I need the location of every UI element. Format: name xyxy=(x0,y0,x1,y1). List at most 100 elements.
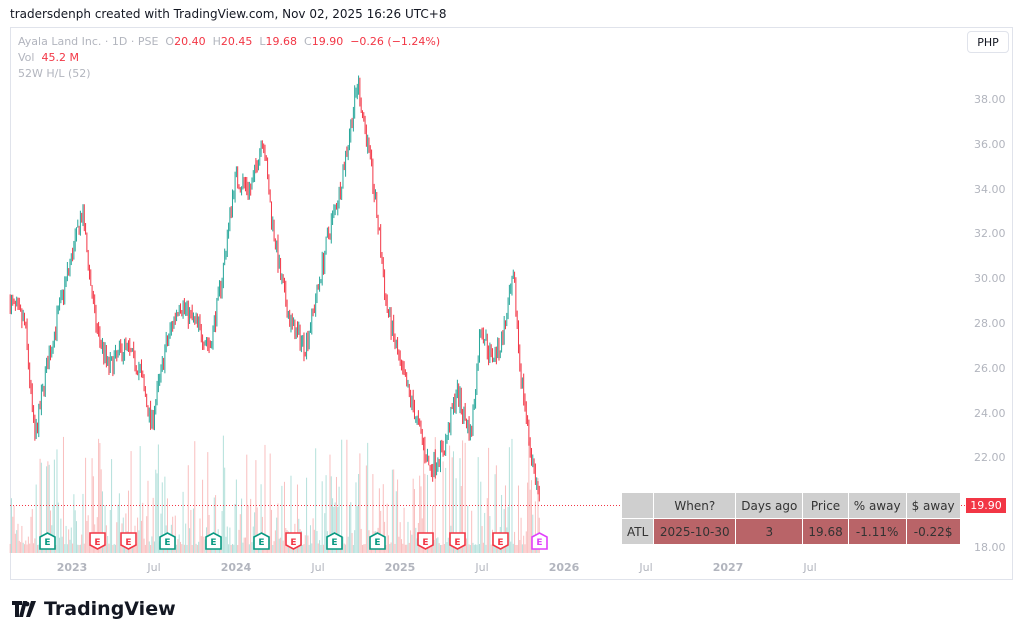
volume-bar xyxy=(488,447,490,553)
volume-bar xyxy=(434,437,436,553)
volume-bar xyxy=(324,513,326,553)
x-tick-label: Jul xyxy=(803,561,817,574)
volume-bar xyxy=(114,544,116,553)
volume-bar xyxy=(235,479,237,553)
volume-bar xyxy=(233,544,235,553)
volume-bar xyxy=(341,439,343,553)
close-value: 19.90 xyxy=(311,35,344,48)
volume-bar xyxy=(247,505,249,553)
volume-bar xyxy=(361,544,363,553)
svg-text:E: E xyxy=(374,538,380,548)
volume-bar xyxy=(296,484,298,553)
tradingview-logo[interactable]: TradingView xyxy=(12,598,176,620)
volume-bar xyxy=(29,543,31,553)
volume-bar xyxy=(529,489,531,553)
volume-bar xyxy=(313,529,315,553)
volume-bar xyxy=(400,539,402,553)
low-value: 19.68 xyxy=(265,35,298,48)
volume-bar xyxy=(319,540,321,553)
volume-bar xyxy=(430,543,432,553)
volume-bar xyxy=(537,478,539,553)
volume-bar xyxy=(372,474,374,553)
earnings-marker[interactable]: E xyxy=(449,532,467,550)
logo-text: TradingView xyxy=(44,598,176,620)
volume-bar xyxy=(256,507,258,553)
volume-bar xyxy=(455,478,457,553)
volume-bar xyxy=(501,494,503,553)
volume-bar xyxy=(155,469,157,553)
volume-bar xyxy=(378,488,380,553)
earnings-marker[interactable]: E xyxy=(205,532,222,550)
earnings-marker[interactable]: E xyxy=(119,532,137,550)
earnings-marker[interactable]: E xyxy=(369,532,386,550)
earnings-marker[interactable]: E xyxy=(492,532,509,550)
volume-bar xyxy=(406,544,408,553)
volume-bar xyxy=(511,438,513,553)
indicator-52w-hl[interactable]: 52W H/L (52) xyxy=(18,67,91,80)
volume-bar xyxy=(449,445,451,553)
volume-bar xyxy=(38,544,40,553)
volume-bar xyxy=(147,480,149,553)
volume-bar xyxy=(225,536,227,553)
symbol-title[interactable]: Ayala Land Inc. · 1D · PSE xyxy=(18,35,159,48)
row-cell: 19.68 xyxy=(802,518,849,545)
volume-bar xyxy=(117,504,119,553)
earnings-marker[interactable]: E xyxy=(416,532,434,550)
volume-bar xyxy=(241,498,243,553)
volume-bar xyxy=(332,498,334,553)
volume-bar xyxy=(532,514,534,553)
y-tick-label: 38.00 xyxy=(974,93,1006,106)
earnings-marker[interactable]: E xyxy=(326,532,344,550)
volume-bar xyxy=(230,544,232,553)
tradingview-logo-icon xyxy=(12,601,36,617)
volume-bar xyxy=(402,543,404,553)
volume-bar xyxy=(393,469,395,553)
svg-text:E: E xyxy=(497,538,503,548)
volume-bar xyxy=(87,515,89,553)
earnings-icon: E xyxy=(492,532,509,550)
earnings-marker[interactable]: E xyxy=(159,532,176,550)
svg-text:E: E xyxy=(455,538,461,548)
volume-bar xyxy=(185,523,187,553)
volume-bar xyxy=(334,502,336,553)
earnings-icon: E xyxy=(369,532,386,550)
volume-bar xyxy=(91,458,93,553)
volume-bar xyxy=(53,459,55,553)
volume-bar xyxy=(523,535,525,553)
volume-bar xyxy=(438,543,440,553)
earnings-marker[interactable]: E xyxy=(88,532,106,550)
earnings-marker[interactable]: E xyxy=(252,532,270,550)
volume-bar xyxy=(410,530,412,553)
volume-bar xyxy=(503,509,505,553)
earnings-marker[interactable]: E xyxy=(39,532,57,550)
header-cell: Days ago xyxy=(735,492,804,519)
volume-bar xyxy=(35,484,37,553)
volume-bar xyxy=(181,544,183,553)
volume-bar xyxy=(30,516,32,553)
volume-bar xyxy=(187,465,189,553)
volume-bar xyxy=(348,505,350,553)
volume-bar xyxy=(360,528,362,553)
volume-bar xyxy=(391,469,393,553)
volume-bar xyxy=(105,525,107,553)
volume-bar xyxy=(228,544,230,553)
earnings-marker[interactable]: E xyxy=(531,532,549,550)
volume-bar xyxy=(398,536,400,553)
earnings-marker[interactable]: E xyxy=(285,532,303,550)
volume-bar xyxy=(108,543,110,553)
volume-bar xyxy=(68,529,70,553)
volume-bar xyxy=(413,489,415,553)
x-tick-label: Jul xyxy=(639,561,653,574)
volume-bar xyxy=(79,544,81,553)
currency-button[interactable]: PHP xyxy=(967,31,1009,53)
earnings-icon: E xyxy=(326,532,344,550)
volume-bar xyxy=(407,521,409,553)
atl-table: When? Days ago Price % away $ away ATL 2… xyxy=(620,492,961,545)
volume-bar xyxy=(320,544,322,553)
volume-label[interactable]: Vol xyxy=(18,51,35,64)
volume-bar xyxy=(274,530,276,553)
volume-bar xyxy=(338,486,340,553)
volume-bar xyxy=(347,536,349,553)
volume-bar xyxy=(12,516,14,553)
volume-bar xyxy=(363,544,365,553)
